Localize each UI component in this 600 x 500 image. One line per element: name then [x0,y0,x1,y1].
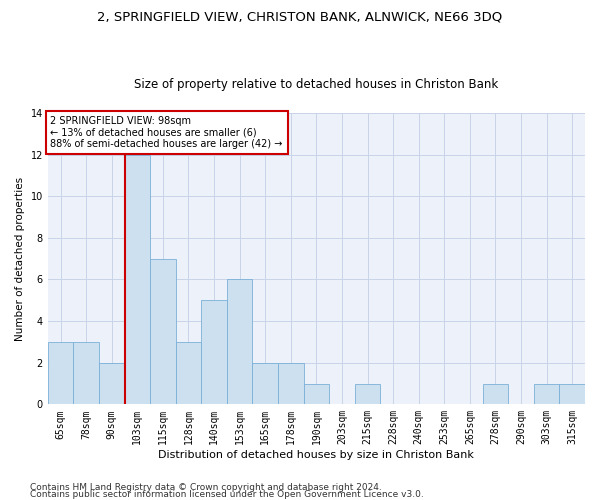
Title: Size of property relative to detached houses in Christon Bank: Size of property relative to detached ho… [134,78,499,91]
Text: Contains HM Land Registry data © Crown copyright and database right 2024.: Contains HM Land Registry data © Crown c… [30,484,382,492]
Bar [227,280,253,404]
Bar [253,362,278,405]
Bar [482,384,508,404]
Text: 2 SPRINGFIELD VIEW: 98sqm
← 13% of detached houses are smaller (6)
88% of semi-d: 2 SPRINGFIELD VIEW: 98sqm ← 13% of detac… [50,116,283,149]
Bar [559,384,585,404]
Bar [304,384,329,404]
X-axis label: Distribution of detached houses by size in Christon Bank: Distribution of detached houses by size … [158,450,475,460]
Bar [355,384,380,404]
Bar [125,154,150,404]
Text: Contains public sector information licensed under the Open Government Licence v3: Contains public sector information licen… [30,490,424,499]
Text: 2, SPRINGFIELD VIEW, CHRISTON BANK, ALNWICK, NE66 3DQ: 2, SPRINGFIELD VIEW, CHRISTON BANK, ALNW… [97,10,503,23]
Bar [278,362,304,405]
Bar [534,384,559,404]
Bar [150,258,176,404]
Bar [99,362,125,405]
Bar [73,342,99,404]
Bar [48,342,73,404]
Bar [201,300,227,405]
Y-axis label: Number of detached properties: Number of detached properties [15,176,25,340]
Bar [176,342,201,404]
